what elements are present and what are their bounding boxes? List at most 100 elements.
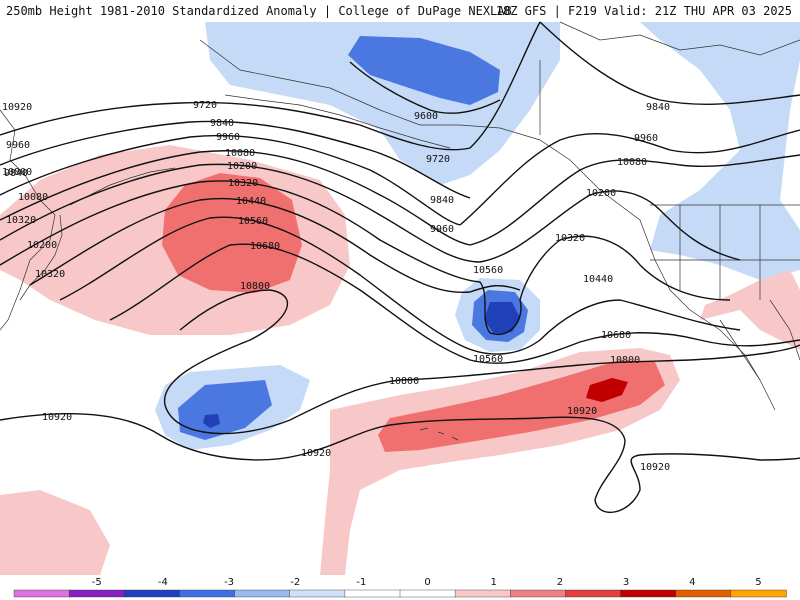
colorbar-segment: [565, 589, 622, 598]
map-title: 250mb Height 1981-2010 Standardized Anom…: [6, 4, 512, 18]
contour-label: 10920: [567, 406, 597, 417]
positive-anomaly-fills: [0, 145, 800, 575]
contour-label: 10320: [555, 233, 585, 244]
contour-10320: [0, 180, 731, 336]
contour-label: 9840: [210, 118, 234, 129]
contour-label: 10200: [27, 240, 57, 251]
colorbar-tick-label: -3: [224, 577, 234, 588]
colorbar-segment: [620, 589, 677, 598]
contour-label: 10320: [228, 178, 258, 189]
anomaly-mid-red-south: [378, 360, 665, 452]
contour-label: 10800: [389, 376, 419, 387]
anomaly-light-red-east: [700, 270, 800, 350]
colorbar: -5 -4 -3 -2 -1 0 1 2 3 4 5: [13, 577, 787, 598]
colorbar-tick-label: -4: [158, 577, 168, 588]
north-coast: [559, 21, 800, 56]
contour-label: 10080: [18, 192, 48, 203]
colorbar-segment: [68, 589, 125, 598]
anomaly-light-red-sw: [0, 490, 110, 575]
contour-label: 10920: [640, 462, 670, 473]
colorbar-tick-label: 5: [755, 577, 761, 588]
contour-label: 9960: [216, 132, 240, 143]
colorbar-segment: [124, 589, 181, 598]
contour-label: 10200: [227, 161, 257, 172]
contour-label: 10800: [610, 355, 640, 366]
aleutian-chain: [224, 94, 451, 149]
anomaly-dark-red-south: [586, 378, 628, 402]
contour-10560: [59, 216, 741, 355]
contour-label: 9960: [430, 224, 454, 235]
colorbar-tick-label: 1: [491, 577, 497, 588]
contour-label: 10680: [250, 241, 280, 252]
contour-labels: 9720 9840 9960 10080 10200 10320 10440 1…: [2, 100, 670, 473]
alaska-coast: [199, 39, 776, 411]
hawaii-islands: [419, 427, 459, 441]
anomaly-mid-blue-low: [178, 380, 272, 440]
contour-label: 9960: [6, 140, 30, 151]
contour-label: 10200: [586, 188, 616, 199]
contour-label: 9600: [414, 111, 438, 122]
contour-9600: [349, 61, 501, 114]
state-lines: [650, 205, 800, 300]
model-run-info: 18Z GFS | F219 Valid: 21Z THU APR 03 202…: [495, 4, 792, 18]
colorbar-tick-label: 2: [557, 577, 563, 588]
contour-9720: [0, 21, 541, 151]
anomaly-dark-blue-cutoff: [484, 302, 520, 334]
asia-coast: [0, 109, 56, 331]
baja-coast: [719, 299, 800, 381]
colorbar-segment: [289, 589, 346, 598]
anomaly-dark-blue-low: [203, 414, 220, 428]
colorbar-segment: [675, 589, 732, 598]
contour-10440: [29, 197, 521, 294]
contour-label: 10440: [583, 274, 613, 285]
colorbar-segment: [510, 589, 567, 598]
coastlines: [0, 21, 800, 441]
contour-label: 10080: [617, 157, 647, 168]
height-contours: [0, 21, 800, 513]
contour-label: 10800: [2, 167, 32, 178]
contour-label: 9840: [430, 195, 454, 206]
contour-label: 10320: [6, 215, 36, 226]
colorbar-tick-label: -5: [92, 577, 102, 588]
japan-coast: [19, 214, 63, 301]
contour-9840-b: [539, 21, 800, 105]
colorbar-segment: [234, 589, 291, 598]
colorbar-segment: [179, 589, 236, 598]
anomaly-mid-blue-north: [348, 36, 500, 105]
contour-label: 10920: [42, 412, 72, 423]
contour-label: 10320: [35, 269, 65, 280]
colorbar-tick-label: -1: [356, 577, 366, 588]
colorbar-tick-label: 0: [424, 577, 430, 588]
contour-label: 10680: [601, 330, 631, 341]
contour-9960-a: [0, 134, 461, 226]
colorbar-tick-label: -2: [290, 577, 300, 588]
contour-10080: [0, 150, 800, 246]
colorbar-segment: [13, 589, 70, 598]
contour-label: 9720: [426, 154, 450, 165]
colorbar-segment: [454, 589, 511, 598]
contour-10920: [0, 413, 800, 513]
colorbar-tick-label: 3: [623, 577, 629, 588]
contour-label: 10560: [238, 216, 268, 227]
contour-label: 10920: [301, 448, 331, 459]
colorbar-segment: [730, 589, 787, 598]
colorbar-segment: [399, 589, 456, 598]
contour-label: 10080: [225, 148, 255, 159]
contour-label: 9840: [646, 102, 670, 113]
colorbar-tick-label: 4: [689, 577, 695, 588]
contour-label: 9960: [634, 133, 658, 144]
contour-9840-a: [0, 120, 471, 199]
contour-label: 10560: [473, 265, 503, 276]
contour-label: 9840: [4, 168, 28, 179]
contour-label: 10560: [473, 354, 503, 365]
contour-label: 9720: [193, 100, 217, 111]
contour-10200: [0, 163, 741, 263]
contour-label: 10920: [2, 102, 32, 113]
contour-9960-b: [459, 129, 800, 226]
contour-10800-a: [163, 289, 800, 435]
contour-label: 10440: [236, 196, 266, 207]
colorbar-segment: [344, 589, 401, 598]
contour-10680: [109, 243, 800, 364]
contour-label: 10800: [240, 281, 270, 292]
